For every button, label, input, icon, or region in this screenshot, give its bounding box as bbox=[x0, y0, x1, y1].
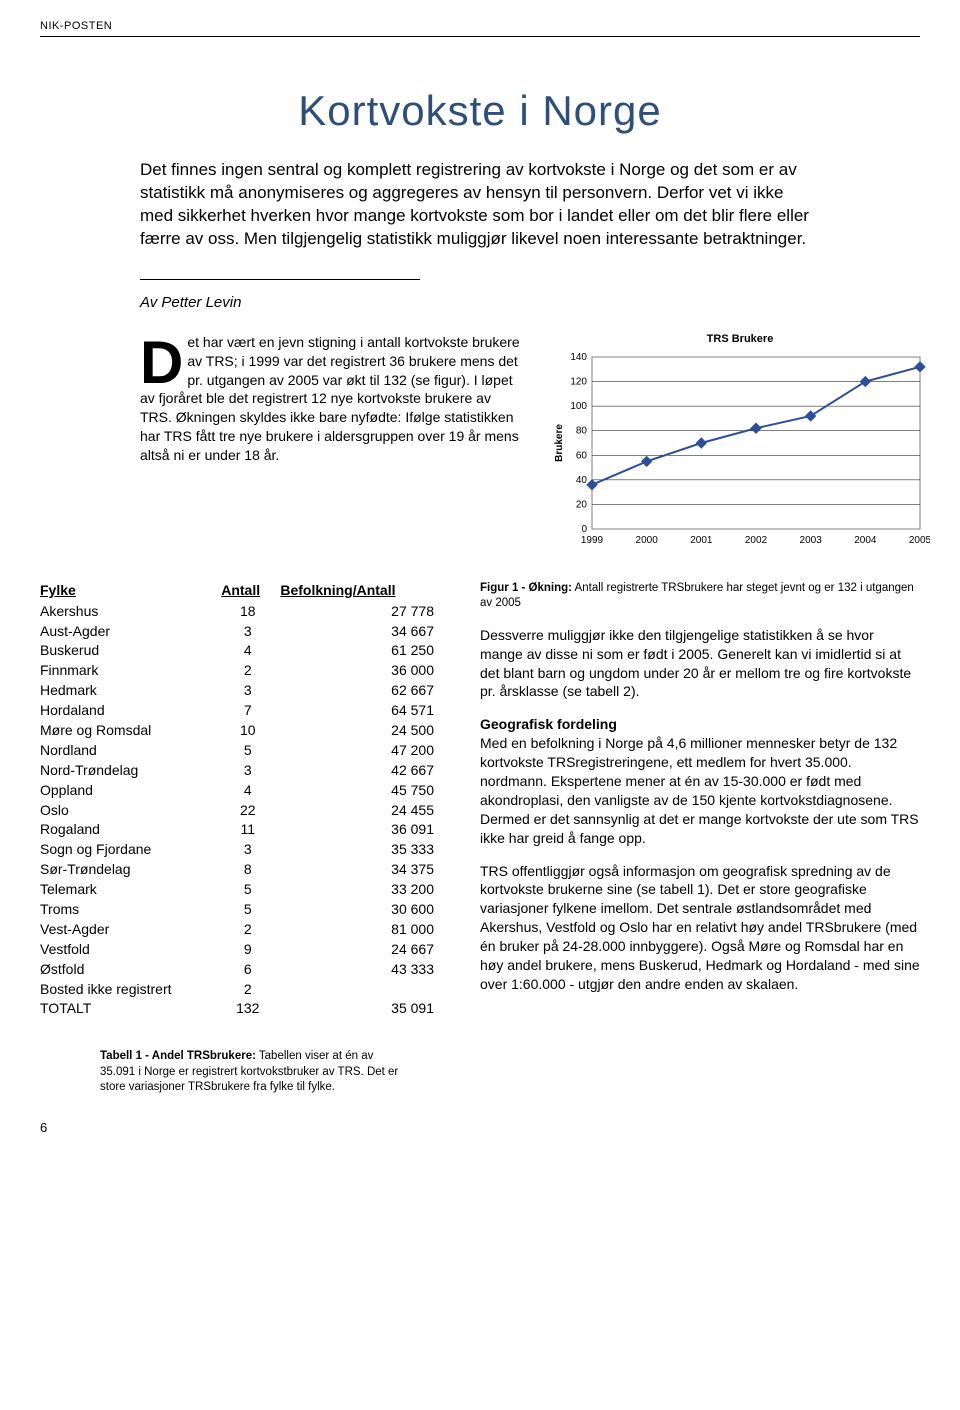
lead-paragraph: Det har vært en jevn stigning i antall k… bbox=[140, 333, 520, 551]
svg-text:100: 100 bbox=[570, 401, 587, 412]
table-row: Sør-Trøndelag834 375 bbox=[40, 860, 440, 880]
table-row: Troms530 600 bbox=[40, 900, 440, 920]
table-row: TOTALT13235 091 bbox=[40, 999, 440, 1019]
dropcap-letter: D bbox=[140, 333, 187, 388]
svg-text:2002: 2002 bbox=[745, 535, 768, 546]
table-row: Hedmark362 667 bbox=[40, 681, 440, 701]
figure-caption: Figur 1 - Økning: Antall registrerte TRS… bbox=[480, 581, 920, 612]
table-caption: Tabell 1 - Andel TRSbrukere: Tabellen vi… bbox=[100, 1049, 410, 1096]
table-row: Vest-Agder281 000 bbox=[40, 920, 440, 940]
svg-text:40: 40 bbox=[576, 475, 588, 486]
table-row: Vestfold924 667 bbox=[40, 940, 440, 960]
table-row: Sogn og Fjordane335 333 bbox=[40, 840, 440, 860]
lead-text: et har vært en jevn stigning i antall ko… bbox=[140, 334, 520, 463]
byline: Av Petter Levin bbox=[140, 294, 920, 311]
table-row: Oppland445 750 bbox=[40, 781, 440, 801]
body-subhead: Geografisk fordeling bbox=[480, 715, 920, 734]
table-row: Møre og Romsdal1024 500 bbox=[40, 721, 440, 741]
table-row: Telemark533 200 bbox=[40, 880, 440, 900]
table-row: Nord-Trøndelag342 667 bbox=[40, 761, 440, 781]
fylke-table: FylkeAntallBefolkning/AntallAkershus1827… bbox=[40, 581, 440, 1020]
table-row: Buskerud461 250 bbox=[40, 641, 440, 661]
chart-container: TRS Brukere 0 20 40 60 80 100 120 140 1999 2000 20… bbox=[550, 333, 930, 551]
table-row: Akershus1827 778 bbox=[40, 602, 440, 622]
intro-paragraph: Det finnes ingen sentral og komplett reg… bbox=[140, 159, 820, 251]
svg-text:80: 80 bbox=[576, 425, 588, 436]
svg-text:2004: 2004 bbox=[854, 535, 877, 546]
table-row: Hordaland764 571 bbox=[40, 701, 440, 721]
publication-label: NIK-POSTEN bbox=[40, 20, 920, 32]
svg-text:140: 140 bbox=[570, 352, 587, 363]
page-number: 6 bbox=[40, 1120, 920, 1135]
svg-text:120: 120 bbox=[570, 376, 587, 387]
figure-caption-bold: Figur 1 - Økning: bbox=[480, 582, 572, 594]
svg-text:2001: 2001 bbox=[690, 535, 713, 546]
table-row: Østfold643 333 bbox=[40, 960, 440, 980]
table-caption-bold: Tabell 1 - Andel TRSbrukere: bbox=[100, 1050, 256, 1062]
body-p1: Dessverre muliggjør ikke den tilgjengeli… bbox=[480, 626, 920, 702]
body-p2: Med en befolkning i Norge på 4,6 million… bbox=[480, 734, 920, 847]
svg-text:2003: 2003 bbox=[800, 535, 823, 546]
table-row: Aust-Agder334 667 bbox=[40, 622, 440, 642]
svg-text:2000: 2000 bbox=[636, 535, 659, 546]
svg-text:0: 0 bbox=[581, 524, 587, 535]
svg-text:1999: 1999 bbox=[581, 535, 604, 546]
table-header: Befolkning/Antall bbox=[280, 581, 440, 602]
table-header: Antall bbox=[221, 581, 280, 602]
table-header: Fylke bbox=[40, 581, 221, 602]
chart-title: TRS Brukere bbox=[550, 333, 930, 345]
svg-text:2005: 2005 bbox=[909, 535, 930, 546]
table-row: Nordland547 200 bbox=[40, 741, 440, 761]
article-title: Kortvokste i Norge bbox=[40, 87, 920, 135]
table-row: Bosted ikke registrert2 bbox=[40, 980, 440, 1000]
table-row: Finnmark236 000 bbox=[40, 661, 440, 681]
body-p3: TRS offentliggjør også informasjon om ge… bbox=[480, 862, 920, 994]
svg-text:20: 20 bbox=[576, 499, 588, 510]
top-rule bbox=[40, 36, 920, 37]
byline-rule bbox=[140, 279, 420, 280]
svg-text:Brukere: Brukere bbox=[554, 423, 565, 461]
table-row: Oslo2224 455 bbox=[40, 801, 440, 821]
svg-text:60: 60 bbox=[576, 450, 588, 461]
trs-brukere-chart: 0 20 40 60 80 100 120 140 1999 2000 2001 2002 2003 20… bbox=[550, 351, 930, 551]
table-row: Rogaland1136 091 bbox=[40, 820, 440, 840]
